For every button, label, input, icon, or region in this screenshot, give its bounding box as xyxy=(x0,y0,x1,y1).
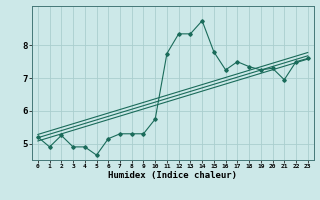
X-axis label: Humidex (Indice chaleur): Humidex (Indice chaleur) xyxy=(108,171,237,180)
